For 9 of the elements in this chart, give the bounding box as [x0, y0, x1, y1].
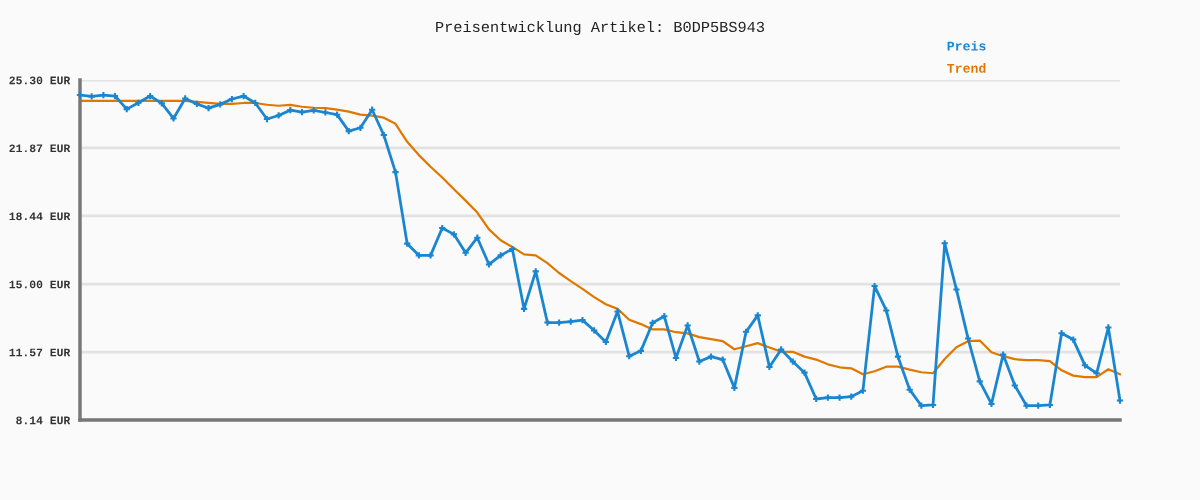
y-tick-label: 18.44 EUR — [9, 212, 71, 221]
y-tick-label: 11.57 EUR — [9, 348, 71, 357]
y-tick-label: 21.87 EUR — [9, 144, 71, 153]
y-tick-label: 8.14 EUR — [16, 416, 71, 425]
chart-title: Preisentwicklung Artikel: B0DP5BS943 — [436, 20, 765, 36]
y-tick-label: 25.30 EUR — [9, 76, 71, 85]
text: Trend — [947, 63, 986, 73]
y-tick-label: 15.00 EUR — [9, 280, 71, 289]
text: Preis — [947, 40, 986, 51]
